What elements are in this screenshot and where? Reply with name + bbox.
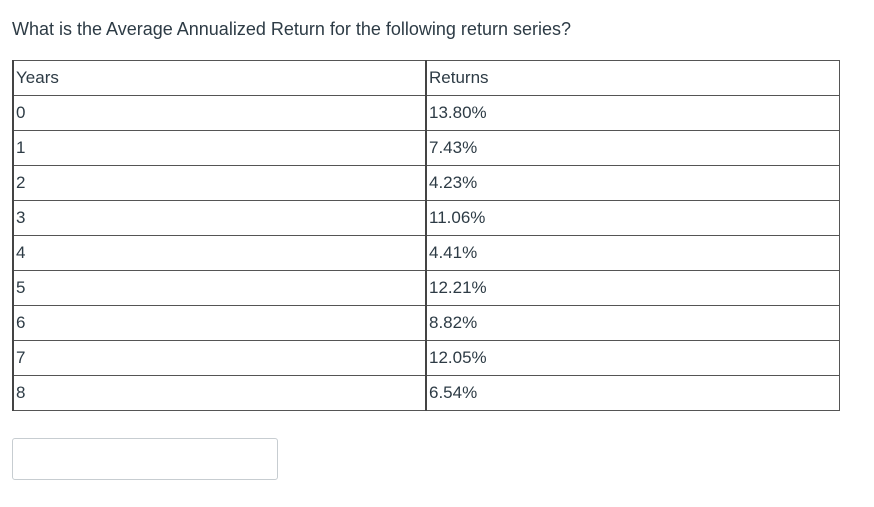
table-row: 2 4.23% <box>12 165 840 201</box>
return-cell: 13.80% <box>425 95 840 131</box>
return-cell: 6.54% <box>425 375 840 411</box>
table-row: 8 6.54% <box>12 375 840 411</box>
return-cell: 11.06% <box>425 200 840 236</box>
answer-input[interactable] <box>12 438 278 480</box>
table-header-row: Years Returns <box>12 60 840 96</box>
years-column-header: Years <box>12 60 427 96</box>
year-cell: 2 <box>12 165 427 201</box>
year-cell: 7 <box>12 340 427 376</box>
table-row: 0 13.80% <box>12 95 840 131</box>
return-cell: 7.43% <box>425 130 840 166</box>
table-row: 6 8.82% <box>12 305 840 341</box>
return-cell: 8.82% <box>425 305 840 341</box>
returns-column-header: Returns <box>425 60 840 96</box>
year-cell: 8 <box>12 375 427 411</box>
table-row: 7 12.05% <box>12 340 840 376</box>
table-row: 4 4.41% <box>12 235 840 271</box>
return-cell: 4.23% <box>425 165 840 201</box>
year-cell: 0 <box>12 95 427 131</box>
year-cell: 6 <box>12 305 427 341</box>
question-text: What is the Average Annualized Return fo… <box>12 19 571 39</box>
year-cell: 3 <box>12 200 427 236</box>
year-cell: 1 <box>12 130 427 166</box>
table-row: 1 7.43% <box>12 130 840 166</box>
return-cell: 4.41% <box>425 235 840 271</box>
table-row: 3 11.06% <box>12 200 840 236</box>
year-cell: 5 <box>12 270 427 306</box>
return-cell: 12.05% <box>425 340 840 376</box>
table-row: 5 12.21% <box>12 270 840 306</box>
returns-table: Years Returns 0 13.80% 1 7.43% 2 4.23% 3… <box>12 60 840 411</box>
return-cell: 12.21% <box>425 270 840 306</box>
year-cell: 4 <box>12 235 427 271</box>
